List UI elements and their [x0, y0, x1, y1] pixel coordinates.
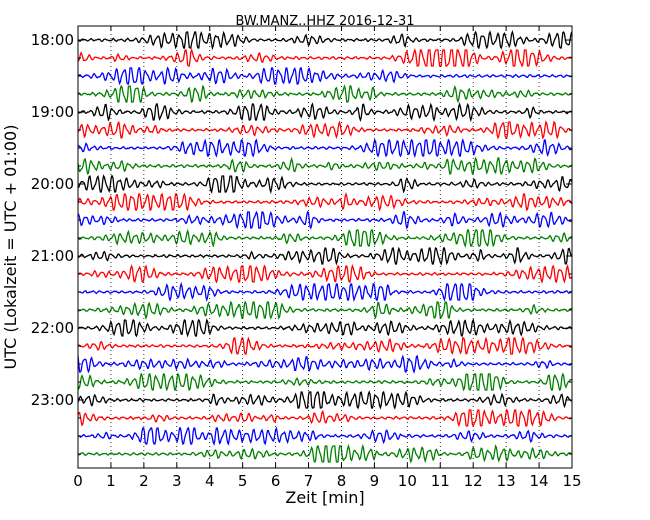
x-tick-label: 0 [73, 472, 83, 490]
trace-line [77, 263, 573, 285]
trace-line [77, 408, 572, 428]
trace-line [77, 120, 573, 140]
x-tick-label: 9 [370, 472, 380, 490]
y-hour-label: 18:00 [31, 31, 74, 49]
trace-line [77, 156, 572, 176]
chart-title: BW.MANZ..HHZ 2016-12-31 [235, 14, 414, 29]
x-tick-label: 12 [464, 472, 483, 490]
x-tick-label: 4 [205, 472, 215, 490]
x-tick-label: 10 [398, 472, 417, 490]
x-axis: 0 1 2 3 4 5 6 7 8 9 10 11 12 13 14 15 [73, 26, 582, 490]
trace-line [77, 138, 573, 159]
x-tick-label: 13 [497, 472, 516, 490]
y-hour-label: 19:00 [31, 103, 74, 121]
y-axis-label: UTC (Lokalzeit = UTC + 01:00) [1, 125, 20, 370]
trace-line [77, 443, 573, 464]
trace-line [77, 191, 573, 212]
trace-line [77, 336, 572, 356]
x-tick-label: 5 [238, 472, 248, 490]
trace-line [77, 174, 573, 195]
trace-line [77, 210, 572, 230]
plot-frame [77, 25, 573, 469]
trace-line [77, 246, 573, 266]
trace-line [77, 66, 572, 86]
trace-line [77, 102, 572, 123]
trace-line [77, 281, 572, 303]
x-tick-label: 7 [304, 472, 314, 490]
x-tick-label: 2 [139, 472, 149, 490]
trace-line [77, 84, 572, 104]
y-hour-label: 20:00 [31, 175, 74, 193]
trace-line [77, 48, 573, 68]
x-axis-label: Zeit [min] [285, 488, 364, 507]
trace-line [77, 354, 573, 375]
x-tick-label: 14 [530, 472, 549, 490]
x-tick-label: 1 [106, 472, 116, 490]
traces [77, 30, 573, 464]
trace-line [77, 372, 572, 392]
x-tick-label: 8 [337, 472, 347, 490]
x-tick-label: 3 [172, 472, 182, 490]
grid [110, 26, 540, 468]
y-hour-label: 21:00 [31, 247, 74, 265]
x-tick-label: 11 [431, 472, 450, 490]
trace-line [77, 426, 572, 447]
trace-line [77, 390, 572, 410]
y-hour-label: 22:00 [31, 319, 74, 337]
x-tick-label: 15 [562, 472, 581, 490]
trace-line [77, 30, 573, 51]
trace-line [77, 300, 573, 321]
y-axis: 18:00 19:00 20:00 21:00 22:00 23:00 [31, 31, 572, 455]
y-hour-label: 23:00 [31, 391, 74, 409]
trace-line [77, 228, 572, 248]
trace-line [78, 318, 573, 338]
x-tick-label: 6 [271, 472, 281, 490]
